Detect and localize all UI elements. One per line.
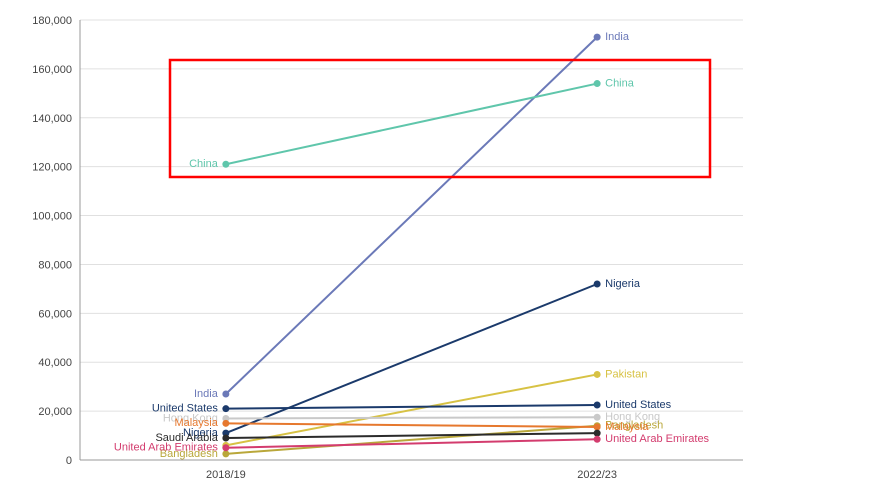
series-marker [222, 444, 229, 451]
series-label-left: United Arab Emirates [114, 442, 218, 454]
y-tick-label: 20,000 [38, 406, 72, 418]
y-tick-label: 80,000 [38, 259, 72, 271]
y-tick-label: 0 [66, 455, 72, 467]
y-tick-label: 180,000 [32, 15, 72, 27]
series-label-right: Malaysia [605, 421, 649, 433]
series-marker [594, 414, 601, 421]
series-marker [594, 436, 601, 443]
series-marker [594, 371, 601, 378]
x-tick-label: 2018/19 [206, 469, 246, 481]
series-label-left: Malaysia [174, 417, 218, 429]
y-tick-label: 100,000 [32, 211, 72, 223]
series-marker [222, 161, 229, 168]
y-tick-label: 40,000 [38, 357, 72, 369]
series-label-left: China [189, 158, 219, 170]
series-marker [222, 391, 229, 398]
series-marker [222, 420, 229, 427]
series-label-right: United Arab Emirates [605, 433, 709, 445]
series-marker [594, 281, 601, 288]
series-label-right: China [605, 77, 635, 89]
series-marker [594, 402, 601, 409]
series-label-right: Pakistan [605, 368, 647, 380]
line-chart: 0 20,000 40,000 60,000 80,000 100,000 120,000 1… [0, 0, 883, 500]
y-tick-label: 140,000 [32, 113, 72, 125]
x-tick-label: 2022/23 [577, 469, 617, 481]
y-tick-label: 160,000 [32, 64, 72, 76]
series-marker [222, 450, 229, 457]
chart-svg: 0 20,000 40,000 60,000 80,000 100,000 120,000 1… [0, 0, 883, 500]
series-marker [222, 405, 229, 412]
series-marker [594, 430, 601, 437]
series-marker [594, 80, 601, 87]
series-label-right: Nigeria [605, 278, 641, 290]
series-marker [594, 424, 601, 431]
series-marker [594, 34, 601, 41]
series-label-right: India [605, 31, 630, 43]
series-line [226, 417, 597, 418]
y-tick-label: 120,000 [32, 162, 72, 174]
series-marker [222, 435, 229, 442]
series-label-right: United States [605, 399, 672, 411]
series-label-left: India [194, 388, 219, 400]
y-tick-label: 60,000 [38, 308, 72, 320]
